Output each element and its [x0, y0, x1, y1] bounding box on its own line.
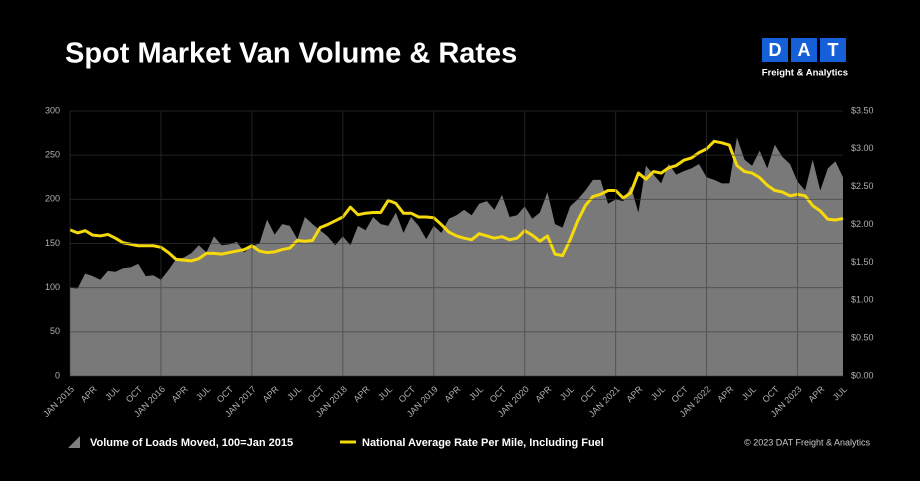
y-tick-label: 200	[45, 194, 60, 204]
y-tick-label: 150	[45, 238, 60, 248]
logo-box	[762, 38, 788, 62]
y2-tick-label: $3.00	[851, 143, 874, 153]
y2-tick-label: $2.50	[851, 181, 874, 191]
y2-tick-label: $0.00	[851, 370, 874, 380]
chart-title: Spot Market Van Volume & Rates	[65, 38, 517, 70]
y-tick-label: 250	[45, 150, 60, 160]
logo-letter: A	[798, 40, 811, 60]
logo-box	[820, 38, 846, 62]
y-tick-label: 0	[55, 370, 60, 380]
y2-tick-label: $1.00	[851, 295, 874, 305]
y2-tick-label: $3.50	[851, 105, 874, 115]
legend-label: National Average Rate Per Mile, Includin…	[362, 437, 604, 449]
volume-area	[70, 137, 843, 376]
y-tick-label: 100	[45, 282, 60, 292]
y2-tick-label: $1.50	[851, 257, 874, 267]
legend-swatch	[68, 436, 80, 448]
grid	[69, 110, 843, 377]
legend-label: Volume of Loads Moved, 100=Jan 2015	[90, 437, 293, 449]
logo-subtitle: Freight & Analytics	[762, 68, 848, 79]
logo-letter: D	[769, 40, 782, 60]
y2-tick-label: $2.00	[851, 219, 874, 229]
logo-letter: T	[828, 40, 839, 60]
y2-tick-label: $0.50	[851, 333, 874, 343]
logo-box	[791, 38, 817, 62]
rate-line	[69, 139, 844, 263]
copyright: © 2023 DAT Freight & Analytics	[744, 437, 870, 447]
y-tick-label: 50	[50, 326, 60, 336]
y-tick-label: 300	[45, 105, 60, 115]
